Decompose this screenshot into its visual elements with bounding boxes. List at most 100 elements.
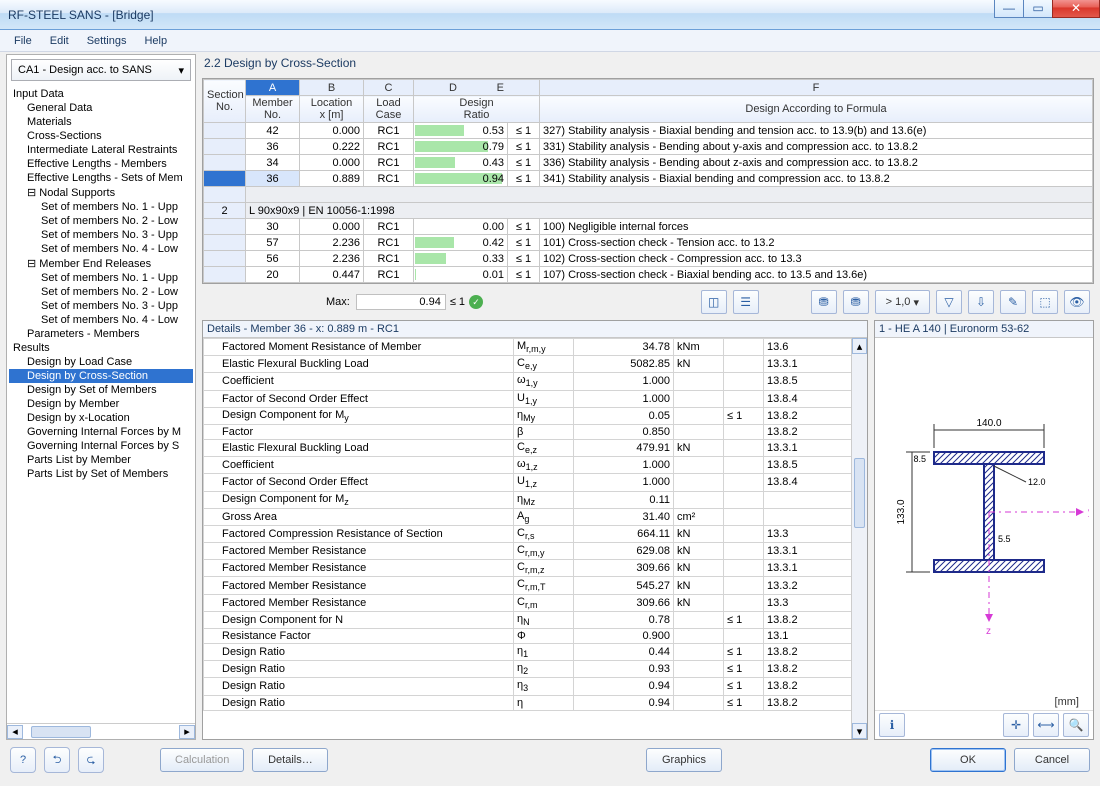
details-row[interactable]: Elastic Flexural Buckling LoadCe,y5082.8… — [204, 356, 867, 373]
tree-input-data[interactable]: Input Data — [9, 87, 193, 101]
tree-eff-mem[interactable]: Effective Lengths - Members — [9, 157, 193, 171]
menu-edit[interactable]: Edit — [42, 33, 77, 49]
table-row[interactable]: 360.889RC10.94≤ 1341) Stability analysis… — [204, 171, 1093, 187]
details-row[interactable]: Gross AreaAg31.40cm² — [204, 508, 867, 525]
tree-ns1[interactable]: Set of members No. 1 - Upp — [9, 200, 193, 214]
tree-general[interactable]: General Data — [9, 101, 193, 115]
tree-r8[interactable]: Parts List by Member — [9, 453, 193, 467]
section-header-2[interactable]: 2 L 90x90x9 | EN 10056-1:1998 — [204, 203, 1093, 219]
details-row[interactable]: Coefficientω1,z1.00013.8.5 — [204, 457, 867, 474]
dim-icon[interactable]: ⟷ — [1033, 713, 1059, 737]
menu-help[interactable]: Help — [136, 33, 175, 49]
table-row[interactable]: 572.236RC10.42≤ 1101) Cross-section chec… — [204, 235, 1093, 251]
details-row[interactable]: Factored Member ResistanceCr,m,T545.27kN… — [204, 577, 867, 594]
details-table[interactable]: Factored Moment Resistance of MemberMr,m… — [203, 338, 867, 711]
tree-r3[interactable]: Design by Set of Members — [9, 383, 193, 397]
details-row[interactable]: Factored Moment Resistance of MemberMr,m… — [204, 339, 867, 356]
prev-icon[interactable]: ⮌ — [44, 747, 70, 773]
details-row[interactable]: Factored Compression Resistance of Secti… — [204, 525, 867, 542]
tree-r2[interactable]: Design by Cross-Section — [9, 369, 193, 383]
tree-materials[interactable]: Materials — [9, 115, 193, 129]
details-row[interactable]: Design Ratioη10.44≤ 113.8.2 — [204, 644, 867, 661]
details-row[interactable]: Factored Member ResistanceCr,m,y629.08kN… — [204, 543, 867, 560]
calculation-button[interactable]: Calculation — [160, 748, 244, 772]
menu-settings[interactable]: Settings — [79, 33, 135, 49]
table-row[interactable]: 360.222RC10.79≤ 1331) Stability analysis… — [204, 139, 1093, 155]
col-letter-c[interactable]: C — [364, 80, 414, 96]
next-icon[interactable]: ⮎ — [78, 747, 104, 773]
col-letter-f[interactable]: F — [540, 80, 1093, 96]
tree-r9[interactable]: Parts List by Set of Members — [9, 467, 193, 481]
col-letter-d[interactable]: D E — [414, 80, 540, 96]
details-row[interactable]: Design Ratioη20.93≤ 113.8.2 — [204, 661, 867, 678]
details-row[interactable]: Factored Member ResistanceCr,m309.66kN13… — [204, 594, 867, 611]
details-row[interactable]: Factor of Second Order EffectU1,z1.00013… — [204, 474, 867, 491]
select-button[interactable]: ⬚ — [1032, 290, 1058, 314]
graphics-button[interactable]: Graphics — [646, 748, 722, 772]
details-row[interactable]: Design Component for MzηMz0.11 — [204, 491, 867, 508]
view-mode-1-button[interactable]: ◫ — [701, 290, 727, 314]
ok-button[interactable]: OK — [930, 748, 1006, 772]
eye-icon[interactable]: 👁 — [1064, 290, 1090, 314]
close-button[interactable]: ✕ — [1052, 0, 1100, 18]
tree-mr2[interactable]: Set of members No. 2 - Low — [9, 285, 193, 299]
tree-params[interactable]: Parameters - Members — [9, 327, 193, 341]
highlight-button[interactable]: ✎ — [1000, 290, 1026, 314]
details-row[interactable]: Factor of Second Order EffectU1,y1.00013… — [204, 390, 867, 407]
export-button[interactable]: ⇩ — [968, 290, 994, 314]
tree-ns2[interactable]: Set of members No. 2 - Low — [9, 214, 193, 228]
scroll-left-icon[interactable]: ◂ — [7, 725, 23, 739]
table-row[interactable]: 562.236RC10.33≤ 1102) Cross-section chec… — [204, 251, 1093, 267]
tree-r5[interactable]: Design by x-Location — [9, 411, 193, 425]
funnel-icon[interactable]: ▽ — [936, 290, 962, 314]
tree-ns3[interactable]: Set of members No. 3 - Upp — [9, 228, 193, 242]
filter-2-button[interactable]: ⛃ — [843, 290, 869, 314]
help-icon[interactable]: ? — [10, 747, 36, 773]
tree-results[interactable]: Results — [9, 341, 193, 355]
table-row[interactable]: 420.000RC10.53≤ 1327) Stability analysis… — [204, 123, 1093, 139]
details-row[interactable]: Factored Member ResistanceCr,m,z309.66kN… — [204, 560, 867, 577]
details-row[interactable]: Resistance FactorΦ0.90013.1 — [204, 629, 867, 644]
tree-hscroll[interactable]: ◂ ▸ — [7, 723, 195, 739]
scroll-right-icon[interactable]: ▸ — [179, 725, 195, 739]
details-row[interactable]: Design Component for NηN0.78≤ 113.8.2 — [204, 611, 867, 628]
scroll-thumb[interactable] — [31, 726, 91, 738]
tree-eff-set[interactable]: Effective Lengths - Sets of Mem — [9, 171, 193, 185]
menu-file[interactable]: File — [6, 33, 40, 49]
tree-ilr[interactable]: Intermediate Lateral Restraints — [9, 143, 193, 157]
details-row[interactable]: Design Ratioη0.94≤ 113.8.2 — [204, 695, 867, 710]
tree-r7[interactable]: Governing Internal Forces by S — [9, 439, 193, 453]
tree-r6[interactable]: Governing Internal Forces by M — [9, 425, 193, 439]
design-grid[interactable]: SectionNo. A B C D E F MemberNo. Locatio… — [202, 78, 1094, 284]
tree-nodal[interactable]: ⊟ Nodal Supports — [9, 185, 193, 200]
filter-1-button[interactable]: ⛃ — [811, 290, 837, 314]
nav-tree[interactable]: Input Data General Data Materials Cross-… — [7, 85, 195, 723]
scroll-down-icon[interactable]: ▾ — [852, 723, 867, 739]
tree-mr4[interactable]: Set of members No. 4 - Low — [9, 313, 193, 327]
axes-icon[interactable]: ✛ — [1003, 713, 1029, 737]
ratio-filter-combo[interactable]: > 1,0 ▾ — [875, 290, 930, 314]
details-row[interactable]: Elastic Flexural Buckling LoadCe,z479.91… — [204, 439, 867, 456]
col-letter-b[interactable]: B — [300, 80, 364, 96]
case-combo[interactable]: CA1 - Design acc. to SANS ▾ — [11, 59, 191, 81]
tree-ns4[interactable]: Set of members No. 4 - Low — [9, 242, 193, 256]
table-row[interactable]: 200.447RC10.01≤ 1107) Cross-section chec… — [204, 267, 1093, 283]
details-scrollbar[interactable]: ▴ ▾ — [851, 338, 867, 739]
maximize-button[interactable]: ▭ — [1023, 0, 1053, 18]
scroll-thumb-v[interactable] — [854, 458, 865, 528]
details-row[interactable]: Factorβ0.85013.8.2 — [204, 424, 867, 439]
table-row[interactable]: 300.000RC10.00≤ 1100) Negligible interna… — [204, 219, 1093, 235]
tree-mr1[interactable]: Set of members No. 1 - Upp — [9, 271, 193, 285]
details-row[interactable]: Design Component for MyηMy0.05≤ 113.8.2 — [204, 407, 867, 424]
col-letter-a[interactable]: A — [246, 80, 300, 96]
tree-r1[interactable]: Design by Load Case — [9, 355, 193, 369]
cancel-button[interactable]: Cancel — [1014, 748, 1090, 772]
minimize-button[interactable]: — — [994, 0, 1024, 18]
table-row[interactable]: 340.000RC10.43≤ 1336) Stability analysis… — [204, 155, 1093, 171]
tree-mr3[interactable]: Set of members No. 3 - Upp — [9, 299, 193, 313]
zoom-icon[interactable]: 🔍 — [1063, 713, 1089, 737]
scroll-up-icon[interactable]: ▴ — [852, 338, 867, 354]
tree-cross[interactable]: Cross-Sections — [9, 129, 193, 143]
details-row[interactable]: Design Ratioη30.94≤ 113.8.2 — [204, 678, 867, 695]
details-row[interactable]: Coefficientω1,y1.00013.8.5 — [204, 373, 867, 390]
